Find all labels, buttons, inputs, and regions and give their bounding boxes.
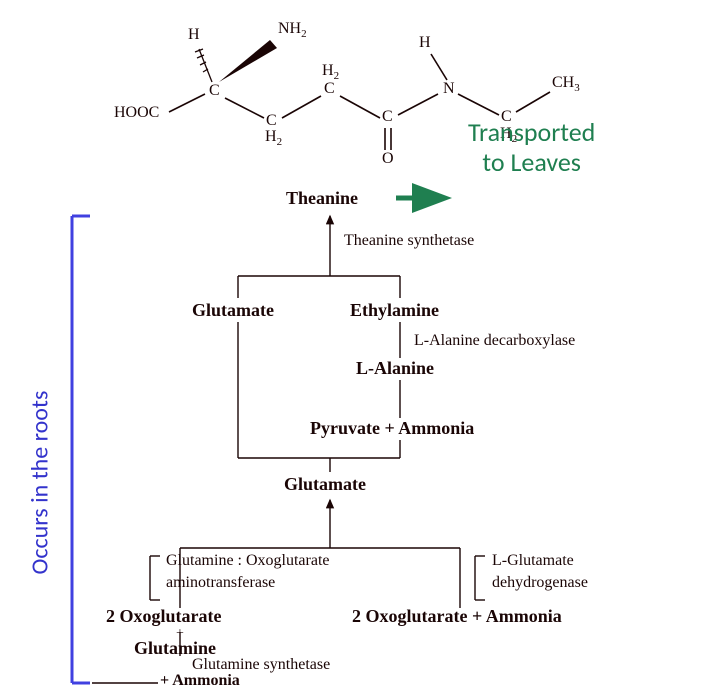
occurs-in-roots-label: Occurs in the roots — [26, 315, 55, 575]
atom-C1: C — [209, 82, 220, 100]
atom-C4: C — [382, 108, 393, 126]
atom-H-wedge: H — [188, 26, 200, 44]
theanine-molecule — [0, 0, 711, 200]
enzyme-gln-oxo-l2: aminotransferase — [166, 574, 275, 592]
atom-NH2: NH2 — [278, 20, 307, 40]
node-plus-ammonia: + Ammonia — [160, 672, 240, 690]
enzyme-gln-oxo-l1: Glutamine : Oxoglutarate — [166, 552, 330, 570]
transported-l2: to Leaves — [468, 148, 595, 178]
atom-O: O — [382, 150, 394, 168]
atom-N-H: H — [419, 34, 431, 52]
node-l-alanine: L-Alanine — [356, 358, 434, 379]
node-ethylamine: Ethylamine — [350, 300, 439, 321]
enzyme-lglu-dh-l1: L-Glutamate — [492, 552, 574, 570]
atom-C3-H2top: H2 — [322, 62, 339, 82]
atom-N: N — [443, 80, 455, 98]
node-glutamate-top: Glutamate — [192, 300, 274, 321]
node-2-oxoglutarate: 2 Oxoglutarate — [106, 606, 221, 627]
node-theanine: Theanine — [286, 188, 358, 209]
node-glutamate-mid: Glutamate — [284, 474, 366, 495]
atom-HOOC: HOOC — [114, 104, 159, 122]
enzyme-lglu-dh-l2: dehydrogenase — [492, 574, 588, 592]
atom-C3: C — [324, 80, 335, 98]
transported-label: Transported to Leaves — [468, 118, 595, 178]
enzyme-theanine-synthetase: Theanine synthetase — [344, 232, 474, 250]
atom-CH3: CH3 — [552, 74, 580, 94]
transported-l1: Transported — [468, 118, 595, 148]
occurs-in-roots-text: Occurs in the roots — [26, 391, 55, 575]
node-pyruvate-ammonia: Pyruvate + Ammonia — [310, 418, 474, 439]
enzyme-alanine-decarboxylase: L-Alanine decarboxylase — [414, 332, 575, 350]
atom-C2-H2: H2 — [265, 128, 282, 148]
node-2-oxoglutarate-ammonia: 2 Oxoglutarate + Ammonia — [352, 606, 562, 627]
